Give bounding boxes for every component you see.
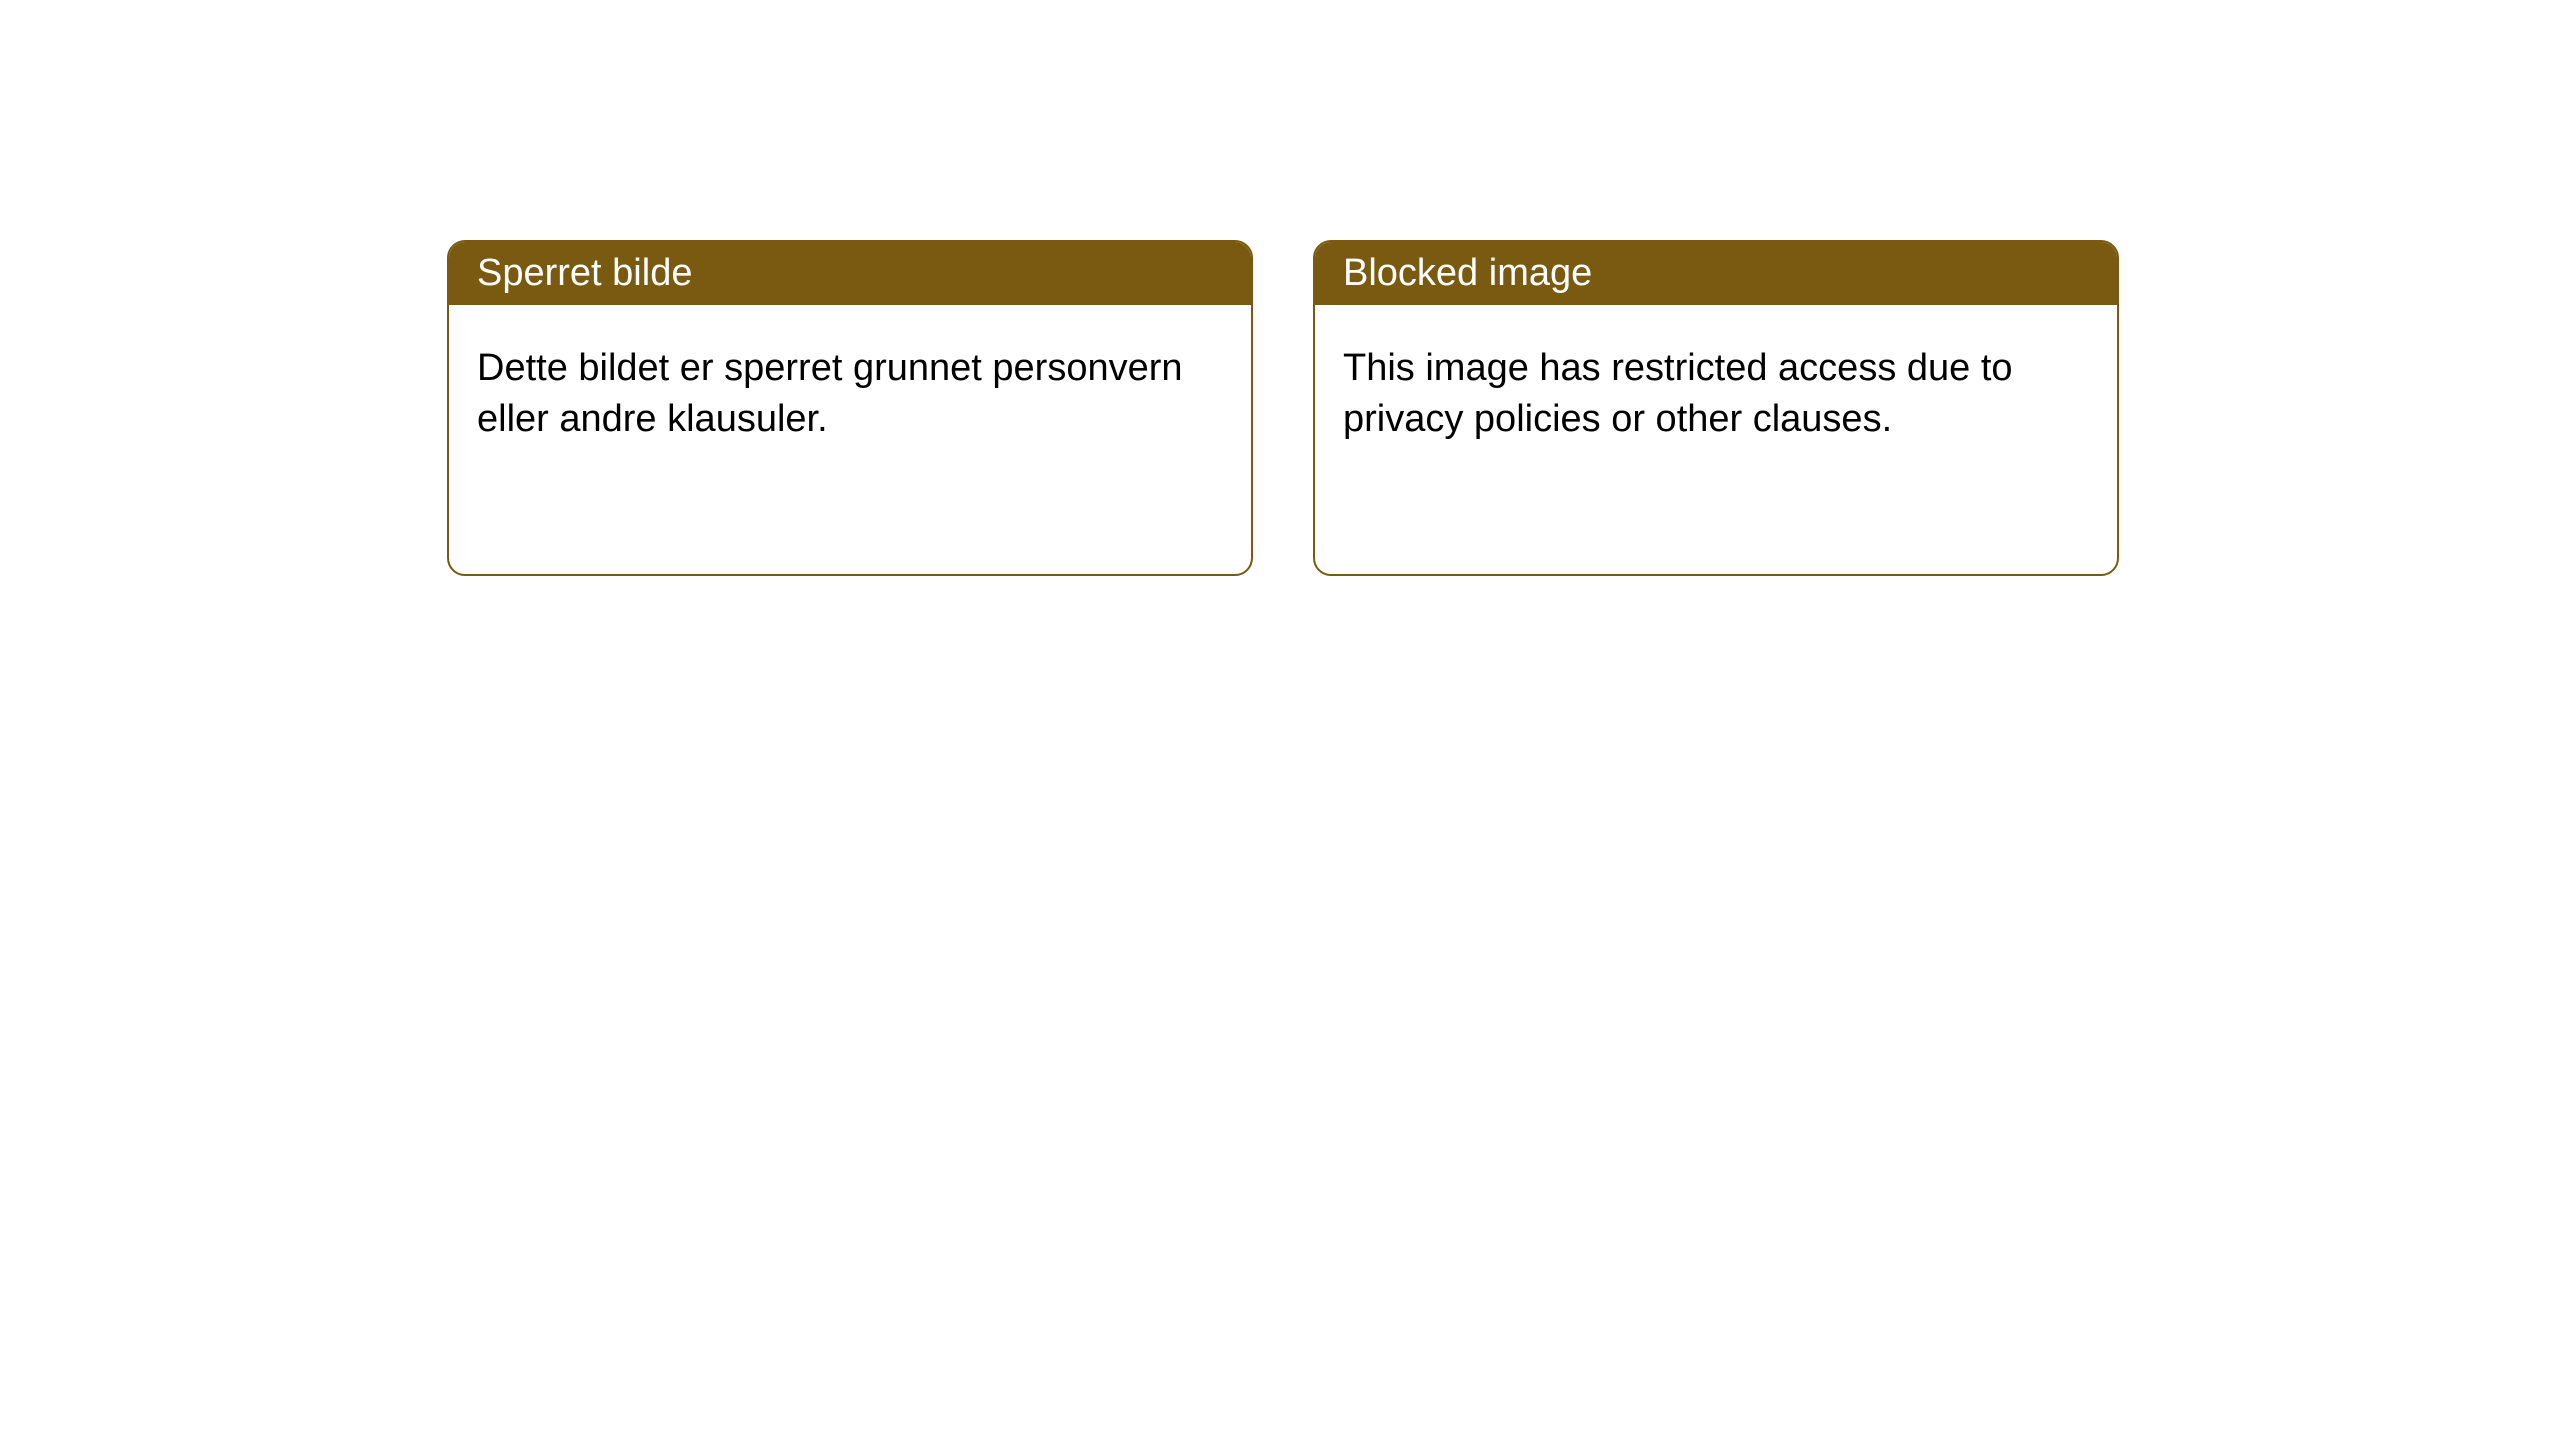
card-norwegian: Sperret bilde Dette bildet er sperret gr… xyxy=(447,240,1253,576)
card-english: Blocked image This image has restricted … xyxy=(1313,240,2119,576)
cards-container: Sperret bilde Dette bildet er sperret gr… xyxy=(447,240,2560,576)
card-title: Blocked image xyxy=(1343,252,1592,294)
card-body: Dette bildet er sperret grunnet personve… xyxy=(449,305,1251,484)
card-body: This image has restricted access due to … xyxy=(1315,305,2117,484)
card-message: Dette bildet er sperret grunnet personve… xyxy=(477,347,1183,440)
card-header: Blocked image xyxy=(1315,242,2117,305)
card-title: Sperret bilde xyxy=(477,252,692,294)
card-header: Sperret bilde xyxy=(449,242,1251,305)
card-message: This image has restricted access due to … xyxy=(1343,347,2013,440)
